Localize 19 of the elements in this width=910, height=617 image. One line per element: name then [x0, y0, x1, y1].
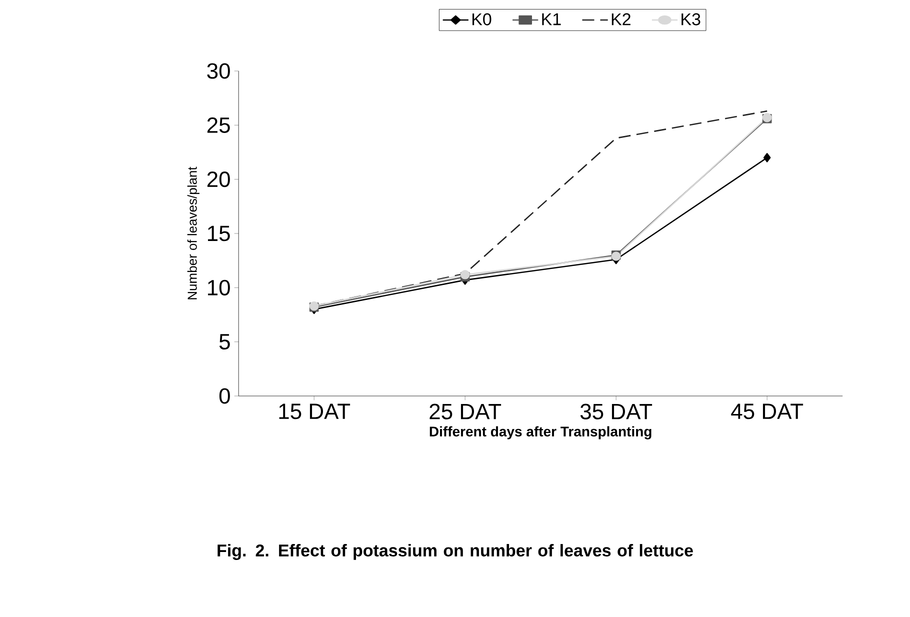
- x-axis-title: Different days after Transplanting: [430, 426, 652, 440]
- y-tick-label: 25: [207, 117, 230, 133]
- x-tick-label: 45 DAT: [731, 404, 804, 420]
- y-tick-label: 15: [208, 226, 230, 242]
- x-tick-label: 35 DAT: [580, 404, 652, 420]
- legend-label: K0: [472, 13, 492, 26]
- x-tick-label: 15 DAT: [279, 404, 350, 420]
- legend-label: K3: [682, 13, 700, 26]
- y-axis-title: Number of leaves/plant: [187, 166, 200, 300]
- y-tick-label: 0: [219, 388, 230, 404]
- legend-label: K2: [612, 13, 630, 26]
- y-tick-label: 10: [208, 280, 230, 296]
- y-tick-label: 30: [207, 63, 230, 79]
- y-tick-label: 5: [219, 334, 230, 350]
- y-tick-label: 20: [207, 172, 230, 188]
- text: Fig. 2. Effect of potassium on number of leaves of lettuce: [218, 544, 693, 560]
- x-tick-label: 25 DAT: [430, 404, 502, 420]
- legend-label: K1: [542, 13, 561, 26]
- point: [763, 153, 771, 162]
